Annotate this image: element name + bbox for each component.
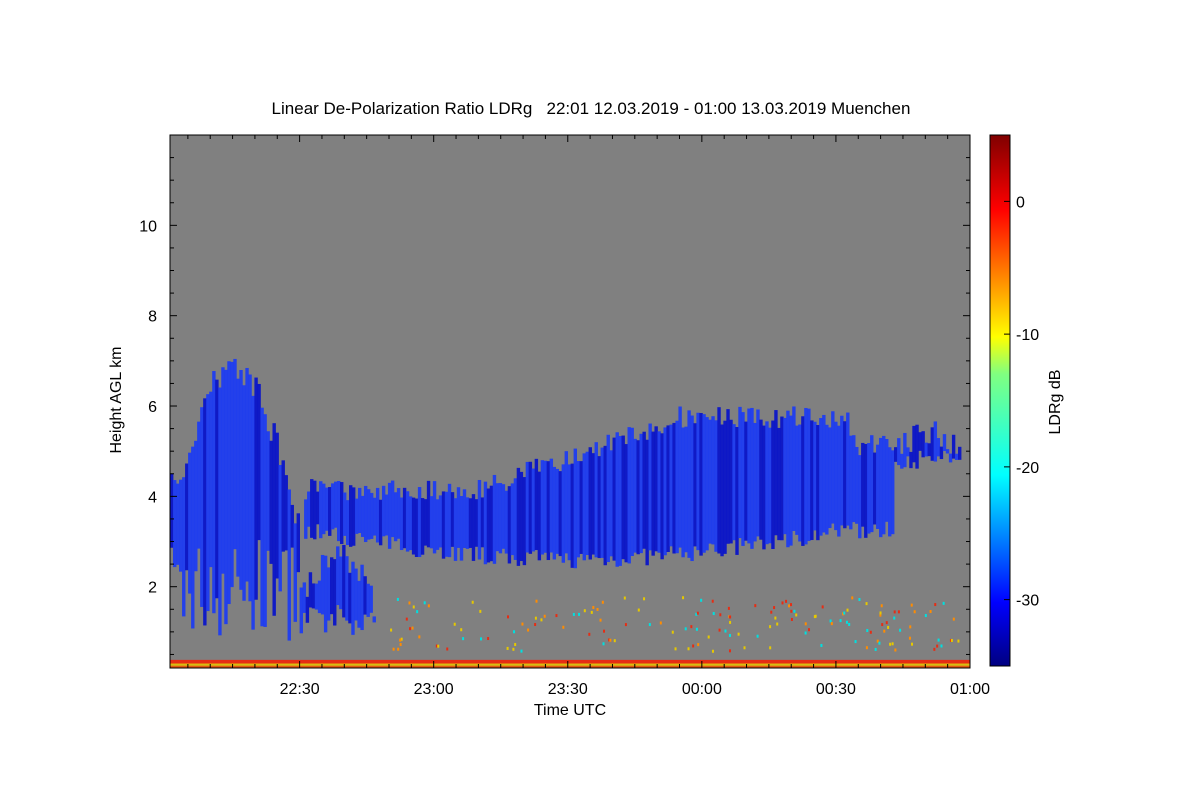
x-tick-label: 23:00	[414, 681, 454, 698]
plot-background	[170, 135, 970, 668]
colorbar-gradient	[989, 134, 1011, 667]
scattered-echoes	[390, 596, 960, 653]
y-axis: 2 4 6 8 10	[139, 134, 970, 655]
chart-title: Linear De-Polarization Ratio LDRg 22:01 …	[272, 99, 911, 118]
x-tick-label: 22:30	[280, 681, 320, 698]
plot-area	[169, 134, 971, 669]
plot-frame	[169, 134, 971, 669]
x-tick-label: 23:30	[548, 681, 588, 698]
colorbar-tick-label: -20	[1016, 460, 1039, 477]
y-axis-label: Height AGL km	[108, 346, 125, 453]
x-axis: 22:30 23:00 23:30 00:00 00:30 01:00	[187, 135, 990, 698]
x-tick-label: 00:00	[682, 681, 722, 698]
y-tick-label: 6	[148, 399, 157, 416]
colorbar-tick-label: -10	[1016, 327, 1039, 344]
y-tick-label: 10	[139, 218, 157, 235]
y-tick-label: 2	[148, 580, 157, 597]
x-tick-label: 00:30	[816, 681, 856, 698]
colorbar: 0 -10 -20 -30 LDRg dB	[989, 134, 1064, 667]
colorbar-tick-label: -30	[1016, 593, 1039, 610]
cloud-feature	[299, 544, 376, 635]
y-tick-label: 8	[148, 309, 157, 326]
colorbar-label: LDRg dB	[1047, 370, 1064, 435]
ground-clutter	[170, 659, 970, 668]
y-tick-label: 4	[148, 489, 157, 506]
x-axis-label: Time UTC	[534, 702, 606, 719]
cloud-feature	[170, 358, 300, 641]
cloud-feature	[304, 406, 895, 569]
x-tick-label: 01:00	[950, 681, 990, 698]
cloud-feature	[894, 421, 962, 469]
colorbar-tick-label: 0	[1016, 194, 1025, 211]
